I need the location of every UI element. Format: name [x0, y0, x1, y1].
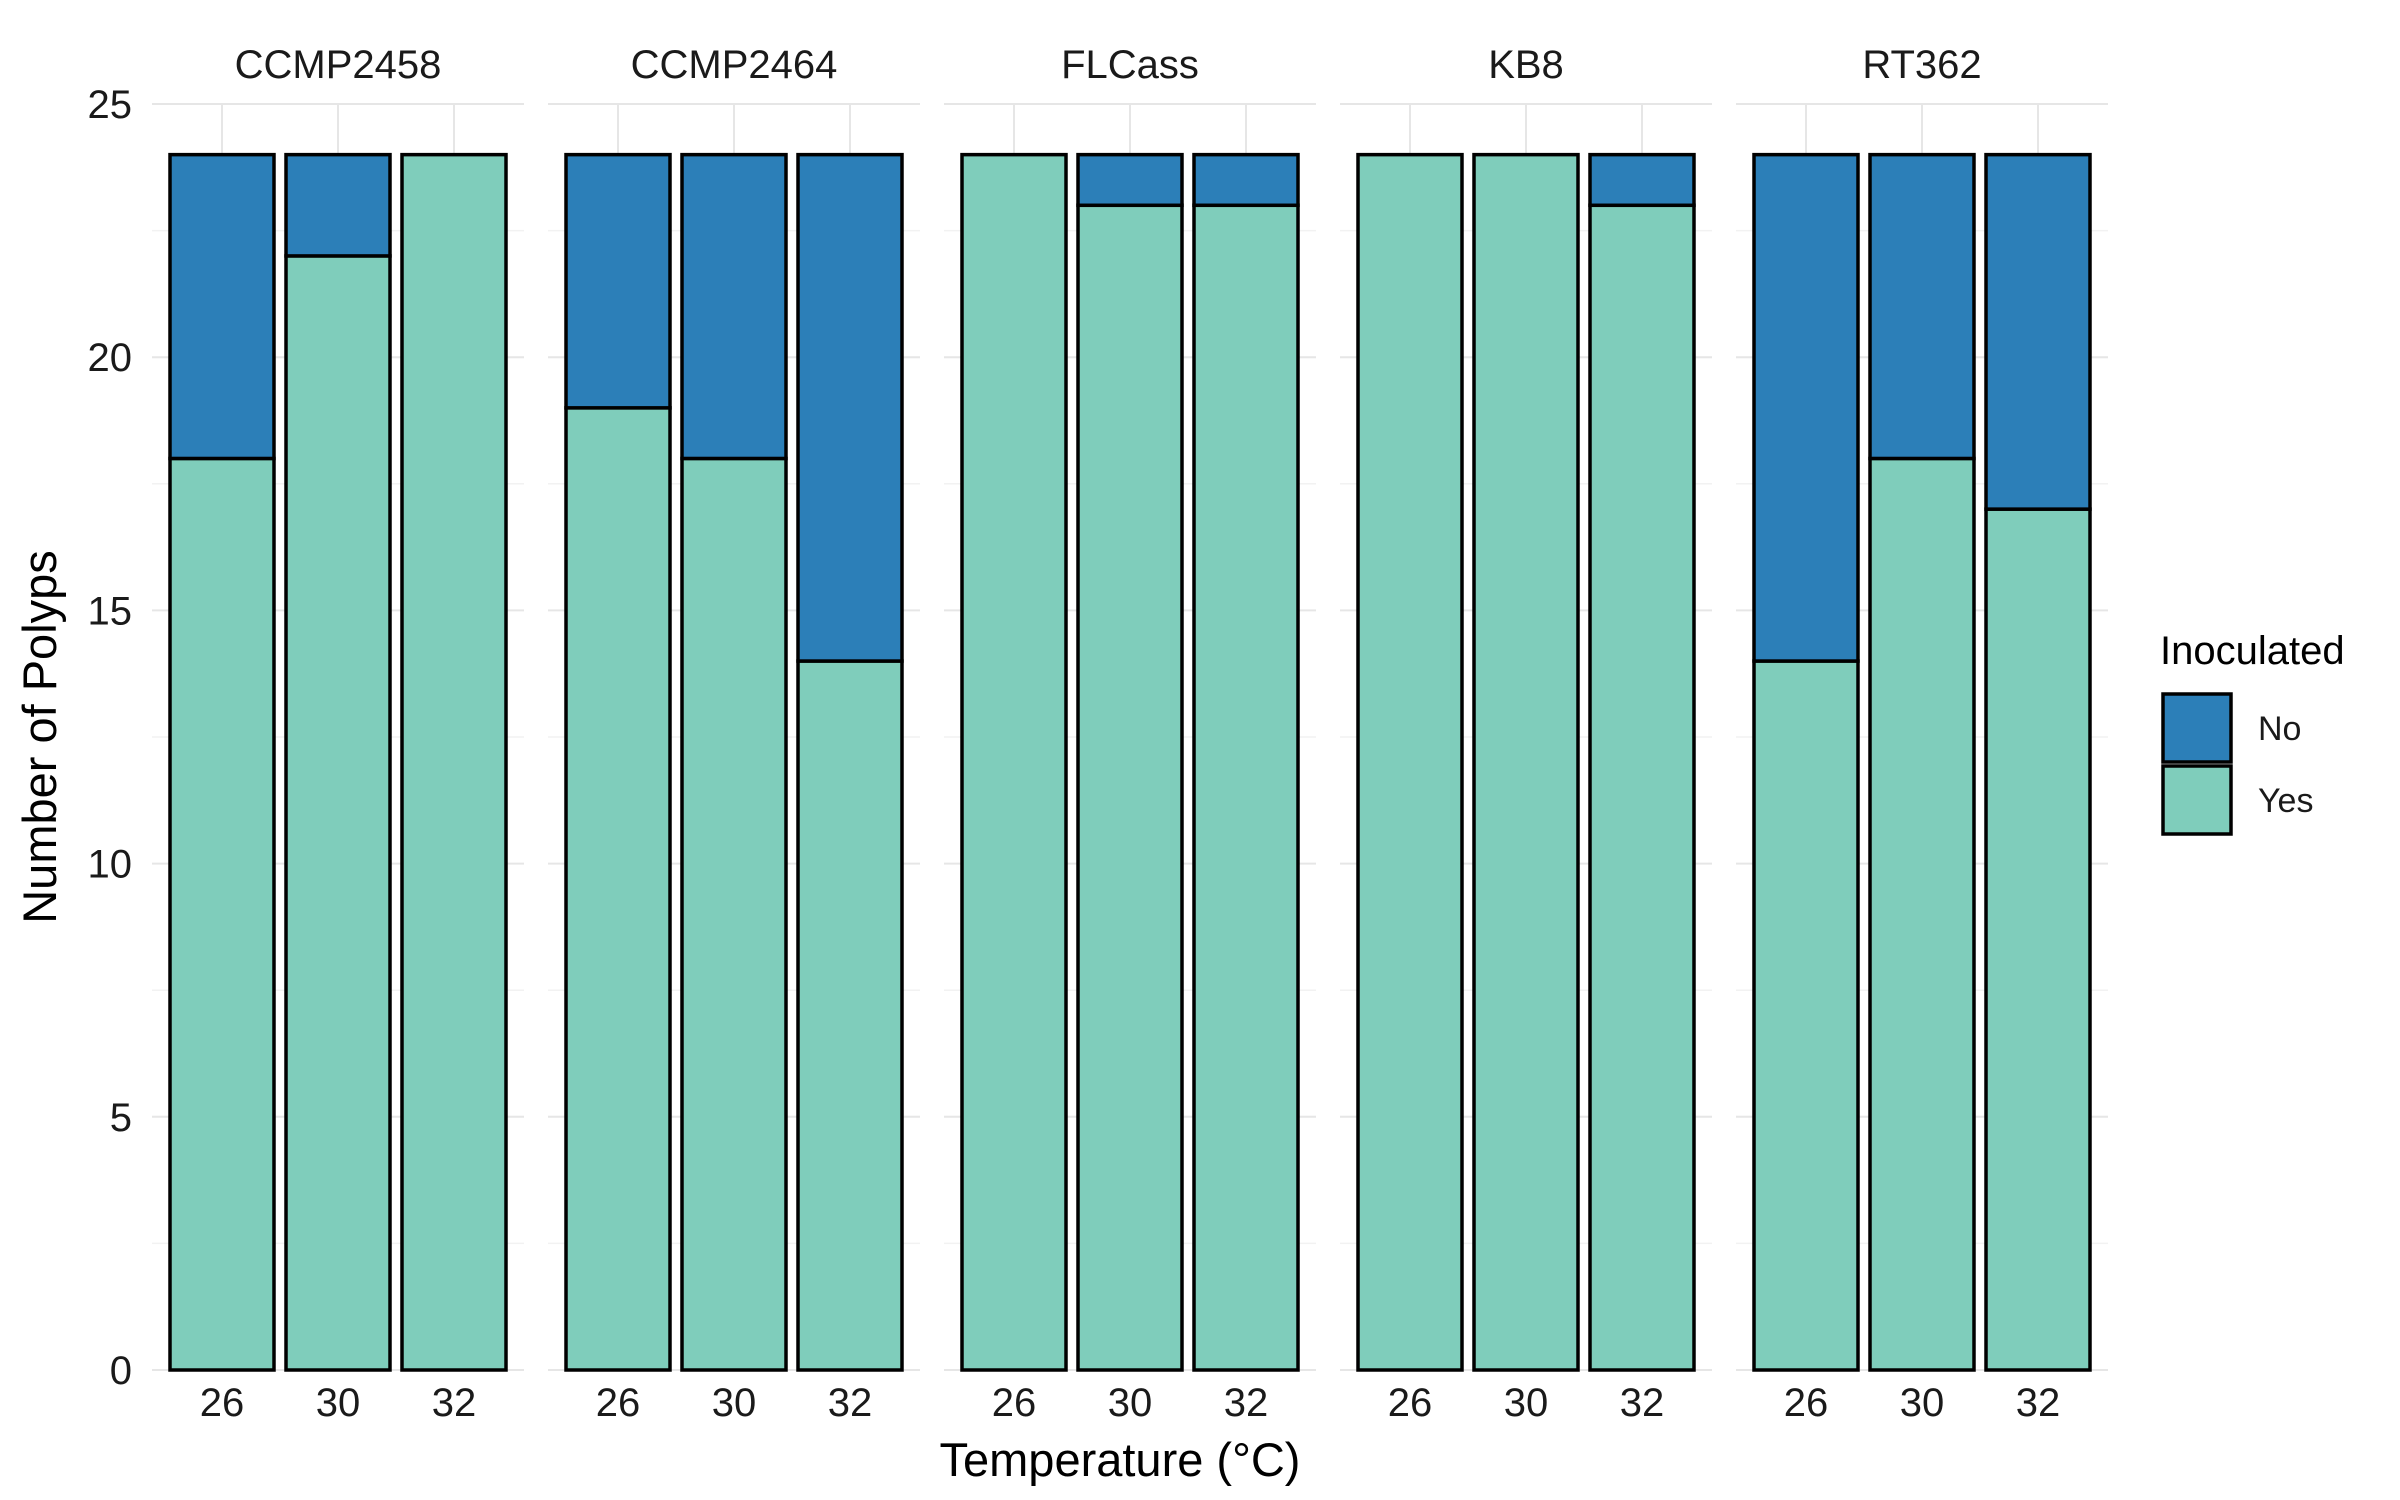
bar-segment-yes [1588, 203, 1696, 1372]
y-tick-label: 10 [88, 843, 133, 887]
facet-label: FLCass [1061, 43, 1199, 87]
x-tick-label: 30 [1504, 1381, 1549, 1425]
x-tick-label: 30 [1108, 1381, 1153, 1425]
bar-segment-yes [1752, 659, 1860, 1372]
y-tick-label: 25 [88, 83, 133, 127]
facet-label: CCMP2458 [235, 43, 442, 87]
labels-layer: CCMP2458 26 30 32 CCMP2464 26 30 32 FLCass 26 30 32… [88, 43, 2061, 1425]
facet-label: CCMP2464 [631, 43, 838, 87]
y-axis-title: Number of Polyps [13, 550, 66, 924]
bar-segment-no [796, 152, 904, 663]
bar-segment-no [1076, 152, 1184, 208]
x-tick-label: 32 [432, 1381, 477, 1425]
x-tick-label: 26 [596, 1381, 641, 1425]
bar-segment-no [1752, 152, 1860, 663]
legend-label-yes: Yes [2258, 782, 2313, 820]
bar-segment-yes [564, 406, 672, 1372]
bar-segment-yes [1984, 507, 2092, 1372]
bar-segment-no [564, 152, 672, 410]
legend-key-no [2161, 692, 2233, 764]
bar-segment-no [1868, 152, 1976, 461]
x-tick-label: 32 [1620, 1381, 1665, 1425]
x-tick-label: 26 [992, 1381, 1037, 1425]
bar-segment-no [680, 152, 788, 461]
bar-segment-yes [400, 152, 508, 1372]
x-tick-label: 26 [1388, 1381, 1433, 1425]
bar-segment-no [1984, 152, 2092, 511]
bars-layer [168, 152, 2092, 1372]
facet-label: RT362 [1862, 43, 1981, 87]
legend-label-no: No [2258, 710, 2301, 748]
legend-title: Inoculated [2160, 629, 2345, 673]
x-tick-label: 30 [712, 1381, 757, 1425]
bar-segment-no [1588, 152, 1696, 208]
bar-segment-yes [1356, 152, 1464, 1372]
facet-label: KB8 [1488, 43, 1564, 87]
x-tick-label: 30 [1900, 1381, 1945, 1425]
x-tick-label: 32 [828, 1381, 873, 1425]
bar-segment-yes [960, 152, 1068, 1372]
x-tick-label: 26 [1784, 1381, 1829, 1425]
bar-segment-no [1192, 152, 1300, 208]
legend-items: No Yes [2161, 692, 2313, 836]
legend-key-yes [2161, 764, 2233, 836]
x-tick-label: 32 [1224, 1381, 1269, 1425]
bar-segment-yes [1868, 456, 1976, 1372]
y-tick-label: 5 [110, 1096, 132, 1140]
bar-segment-yes [1076, 203, 1184, 1372]
bar-segment-yes [1472, 152, 1580, 1372]
y-tick-label: 0 [110, 1349, 132, 1393]
x-tick-label: 32 [2016, 1381, 2061, 1425]
bar-segment-yes [168, 456, 276, 1372]
bar-segment-yes [796, 659, 904, 1372]
legend: Inoculated No Yes [2160, 629, 2345, 836]
bar-segment-yes [680, 456, 788, 1372]
bar-segment-yes [284, 254, 392, 1372]
x-axis-title: Temperature (°C) [940, 1433, 1301, 1486]
x-tick-label: 26 [200, 1381, 245, 1425]
x-tick-label: 30 [316, 1381, 361, 1425]
bar-segment-yes [1192, 203, 1300, 1372]
y-tick-label: 20 [88, 336, 133, 380]
bar-segment-no [284, 152, 392, 258]
bar-segment-no [168, 152, 276, 461]
y-tick-label: 15 [88, 589, 133, 633]
